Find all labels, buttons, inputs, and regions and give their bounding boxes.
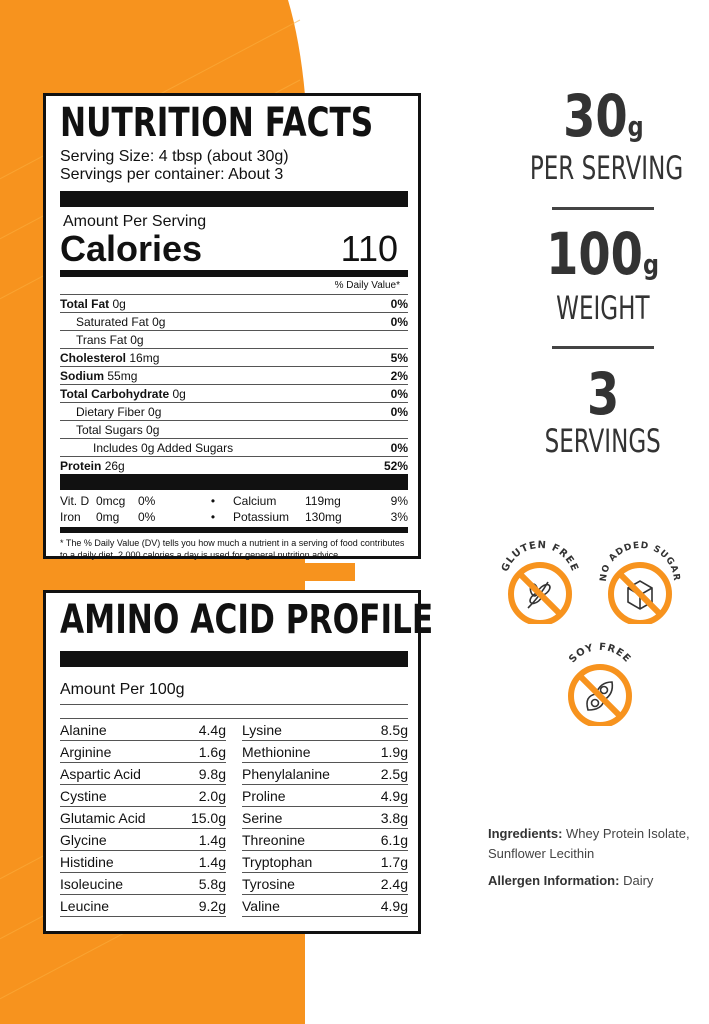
no-added-sugar-badge: NO ADDED SUGAR: [599, 541, 681, 624]
amino-acid-row: Tyrosine 2.4g: [242, 873, 408, 895]
amino-acid-row: Arginine 1.6g: [60, 741, 226, 763]
nutrient-row: Trans Fat 0g: [60, 330, 408, 348]
stat-value: 100g: [546, 220, 660, 288]
stat-divider: [552, 346, 654, 349]
amino-acid-row: Threonine 6.1g: [242, 829, 408, 851]
amino-acid-row: Cystine 2.0g: [60, 785, 226, 807]
soybean-icon: [586, 681, 614, 711]
amino-acid-row: Lysine 8.5g: [242, 719, 408, 741]
calories-row: Calories 110: [60, 228, 398, 269]
divider-bar: [60, 651, 408, 667]
nutrient-row: Sodium 55mg 2%: [60, 366, 408, 384]
amino-acid-row: Methionine 1.9g: [242, 741, 408, 763]
amount-per-100g: Amount Per 100g: [60, 681, 408, 705]
amount-per-serving: Amount Per Serving: [63, 213, 207, 230]
svg-text:GLUTEN FREE: GLUTEN FREE: [500, 540, 580, 574]
svg-text:SOY FREE: SOY FREE: [567, 642, 633, 665]
vitamin-row: Iron 0mg 0% • Potassium 130mg 3%: [60, 510, 408, 524]
nutrient-row: Dietary Fiber 0g 0%: [60, 402, 408, 420]
nutrient-row: Protein 26g 52%: [60, 456, 408, 474]
amino-acid-row: Tryptophan 1.7g: [242, 851, 408, 873]
amino-acid-row: Glutamic Acid 15.0g: [60, 807, 226, 829]
stat-divider: [552, 207, 654, 210]
amino-acid-row: Histidine 1.4g: [60, 851, 226, 873]
amino-title: AMINO ACID PROFILE: [60, 597, 434, 643]
amino-acid-row: Serine 3.8g: [242, 807, 408, 829]
nutrient-row: Total Carbohydrate 0g 0%: [60, 384, 408, 402]
serving-size: Serving Size: 4 tbsp (about 30g): [60, 148, 289, 165]
amino-acid-row: Phenylalanine 2.5g: [242, 763, 408, 785]
amino-acid-row: Alanine 4.4g: [60, 719, 226, 741]
divider-bar: [60, 270, 408, 277]
nutrient-row: Total Fat 0g 0%: [60, 294, 408, 312]
amino-acid-row: Proline 4.9g: [242, 785, 408, 807]
soy-free-badge: SOY FREE: [567, 642, 633, 726]
ingredients: Ingredients: Whey Protein Isolate, Sunfl…: [488, 826, 690, 861]
stat-label: WEIGHT: [556, 289, 650, 327]
amino-acid-row: Aspartic Acid 9.8g: [60, 763, 226, 785]
divider-bar: [60, 191, 408, 207]
allergen-information: Allergen Information: Dairy: [488, 873, 654, 888]
stat-label: PER SERVING: [529, 149, 684, 187]
stat-value: 3: [586, 360, 620, 428]
amino-acid-panel: AMINO ACID PROFILE Amount Per 100g Alani…: [43, 590, 433, 934]
gluten-free-badge: GLUTEN FREE: [500, 540, 580, 624]
vitamin-row: Vit. D 0mcg 0% • Calcium 119mg 9%: [60, 494, 408, 508]
stat-label: SERVINGS: [544, 422, 662, 460]
amino-acid-row: Valine 4.9g: [242, 895, 408, 917]
amino-acid-row: Isoleucine 5.8g: [60, 873, 226, 895]
svg-text:NO ADDED SUGAR: NO ADDED SUGAR: [599, 541, 681, 582]
nutrient-row: Saturated Fat 0g 0%: [60, 312, 408, 330]
amino-acid-row: Glycine 1.4g: [60, 829, 226, 851]
divider-bar: [60, 527, 408, 533]
footnote: * The % Daily Value (DV) tells you how m…: [60, 538, 405, 560]
nutrition-facts-panel: NUTRITION FACTS Serving Size: 4 tbsp (ab…: [43, 93, 421, 560]
stat-value: 30g: [562, 82, 644, 150]
nutrition-title: NUTRITION FACTS: [60, 100, 374, 146]
divider-bar: [60, 474, 408, 490]
daily-value-header: % Daily Value*: [334, 280, 400, 291]
nutrient-row: Cholesterol 16mg 5%: [60, 348, 408, 366]
nutrient-row: Includes 0g Added Sugars 0%: [60, 438, 408, 456]
servings-per-container: Servings per container: About 3: [60, 166, 284, 183]
nutrient-row: Total Sugars 0g: [60, 420, 408, 438]
amino-acid-row: Leucine 9.2g: [60, 895, 226, 917]
